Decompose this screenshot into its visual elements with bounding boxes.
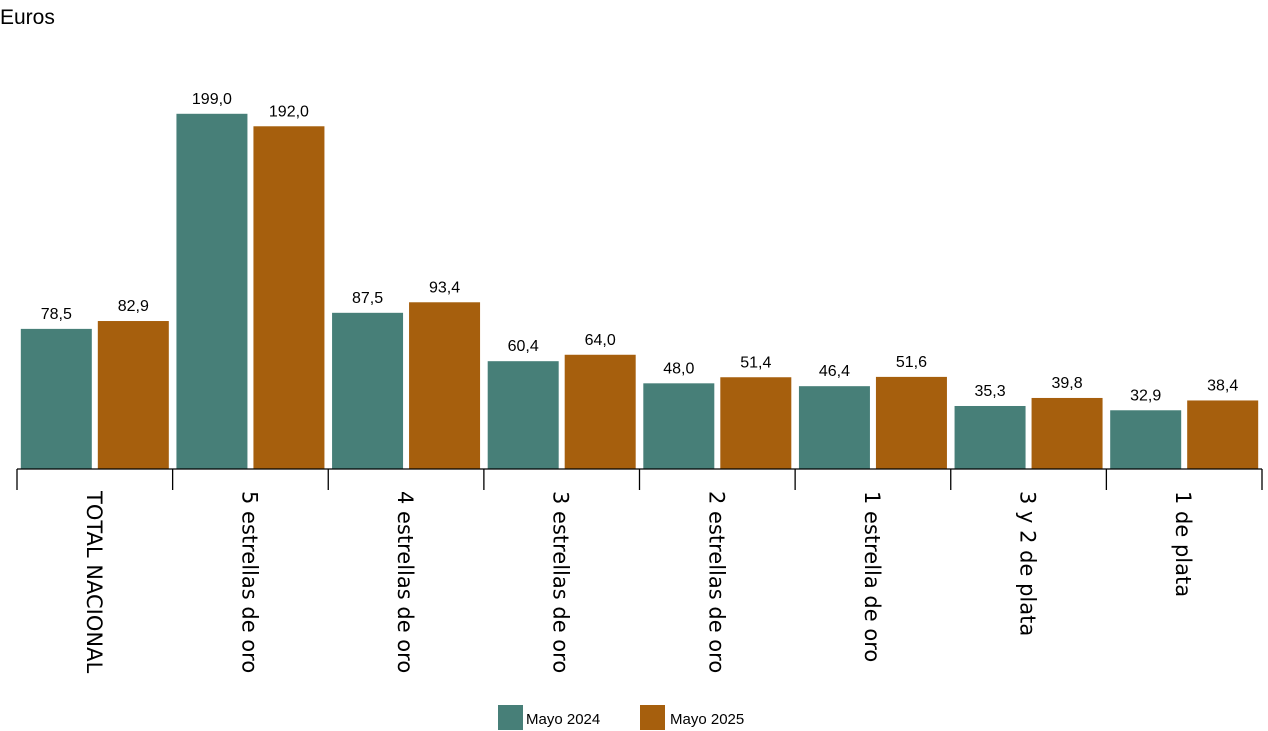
category-label: 4 estrellas de oro [393,491,417,673]
bar-mayo-2025-5 [875,376,947,469]
bar-mayo-2025-6 [1031,397,1103,469]
legend-label: Mayo 2024 [526,711,600,728]
data-label: 35,3 [974,383,1005,400]
data-label: 51,4 [740,354,771,371]
category-label: 2 estrellas de oro [704,491,728,673]
bar-mayo-2025-7 [1187,400,1259,469]
bar-mayo-2024-0 [20,328,92,469]
x-axis [16,468,1263,490]
data-label: 38,4 [1207,377,1238,394]
bar-mayo-2024-6 [954,405,1026,469]
bars-layer: 78,5 82,9 199,0 192,0 87,5 93,4 60,4 64,0 48,0 51… [20,91,1259,469]
bar-mayo-2025-4 [720,377,792,469]
bar-mayo-2024-1 [176,113,248,469]
data-label: 48,0 [663,360,694,377]
data-label: 82,9 [118,298,149,315]
bar-mayo-2025-0 [97,321,169,469]
bar-mayo-2025-2 [409,302,481,469]
data-label: 192,0 [269,103,309,120]
y-axis-unit-label: Euros [0,6,55,29]
bar-mayo-2025-1 [253,126,325,469]
bar-mayo-2024-5 [798,386,870,469]
data-label: 51,6 [896,354,927,371]
category-label: 3 y 2 de plata [1016,491,1040,636]
data-label: 39,8 [1051,375,1082,392]
data-label: 46,4 [819,363,850,380]
data-label: 64,0 [585,332,616,349]
bar-mayo-2024-4 [643,383,715,469]
category-labels: TOTAL NACIONAL 5 estrellas de oro 4 estrel… [82,490,1195,673]
bar-mayo-2024-3 [487,361,559,469]
category-label: 3 estrellas de oro [549,491,573,673]
bar-mayo-2024-7 [1110,410,1182,469]
data-label: 32,9 [1130,387,1161,404]
category-label: TOTAL NACIONAL [82,490,106,673]
legend: Mayo 2024 Mayo 2025 [498,705,744,730]
category-label: 1 de plata [1171,491,1195,597]
legend-label: Mayo 2025 [670,711,744,728]
data-label: 93,4 [429,279,460,296]
bar-mayo-2025-3 [564,354,636,469]
data-label: 199,0 [192,91,232,108]
category-label: 5 estrellas de oro [237,491,261,673]
legend-swatch [640,705,665,730]
data-label: 60,4 [508,338,539,355]
data-label: 87,5 [352,290,383,307]
bar-mayo-2024-2 [332,312,404,469]
legend-swatch [498,705,523,730]
data-label: 78,5 [41,306,72,323]
category-label: 1 estrella de oro [860,491,884,662]
